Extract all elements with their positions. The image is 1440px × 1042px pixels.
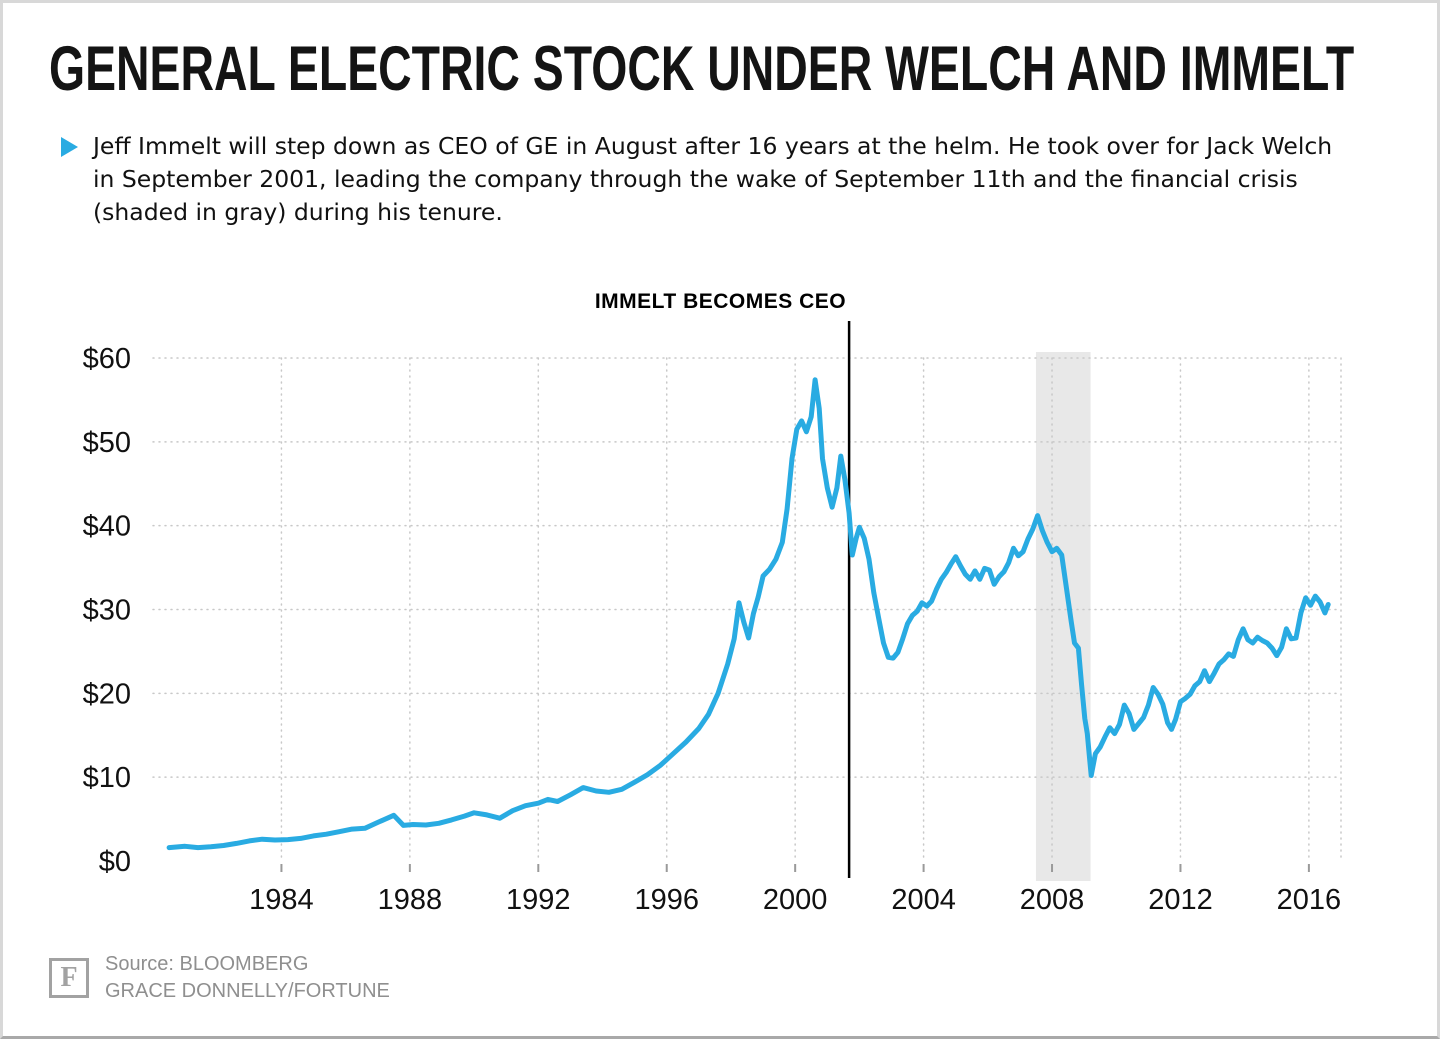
x-axis-label: 1988 bbox=[378, 884, 443, 916]
y-axis-label: $20 bbox=[83, 678, 131, 710]
x-axis-label: 1984 bbox=[249, 884, 314, 916]
x-axis-label: 2016 bbox=[1277, 884, 1342, 916]
bullet-triangle-icon bbox=[61, 137, 78, 157]
fortune-logo: F bbox=[49, 958, 89, 998]
ge-stock-line bbox=[166, 377, 1331, 851]
ge-stock-chart: $0 $10 $20 $30 $40 $50 $60 1984 1988 1992 1996 2000… bbox=[83, 290, 1342, 916]
y-axis-label: $60 bbox=[83, 343, 131, 375]
subtitle-block: Jeff Immelt will step down as CEO of GE … bbox=[61, 130, 1346, 229]
subtitle-text: Jeff Immelt will step down as CEO of GE … bbox=[93, 132, 1333, 226]
fortune-logo-letter: F bbox=[60, 962, 78, 993]
source-credits: Source: BLOOMBERG GRACE DONNELLY/FORTUNE bbox=[105, 951, 390, 1005]
x-axis-label: 2000 bbox=[763, 884, 828, 916]
page-title: GENERAL ELECTRIC STOCK UNDER WELCH AND I… bbox=[49, 34, 1355, 105]
y-axis-label: $40 bbox=[83, 511, 131, 543]
x-axis-label: 2004 bbox=[891, 884, 956, 916]
x-axis-label: 1992 bbox=[506, 884, 571, 916]
credit-line: GRACE DONNELLY/FORTUNE bbox=[105, 980, 390, 1002]
annotation-label: IMMELT BECOMES CEO bbox=[595, 290, 846, 313]
y-axis-label: $0 bbox=[99, 846, 131, 878]
x-axis-label: 1996 bbox=[634, 884, 699, 916]
y-axis-label: $10 bbox=[83, 762, 131, 794]
y-axis-label: $30 bbox=[83, 595, 131, 627]
financial-crisis-band bbox=[1035, 352, 1091, 881]
x-axis-label: 2008 bbox=[1020, 884, 1085, 916]
y-axis-label: $50 bbox=[83, 427, 131, 459]
x-axis-label: 2012 bbox=[1148, 884, 1213, 916]
source-line: Source: BLOOMBERG bbox=[105, 953, 309, 975]
footer: F Source: BLOOMBERG GRACE DONNELLY/FORTU… bbox=[49, 951, 390, 1005]
